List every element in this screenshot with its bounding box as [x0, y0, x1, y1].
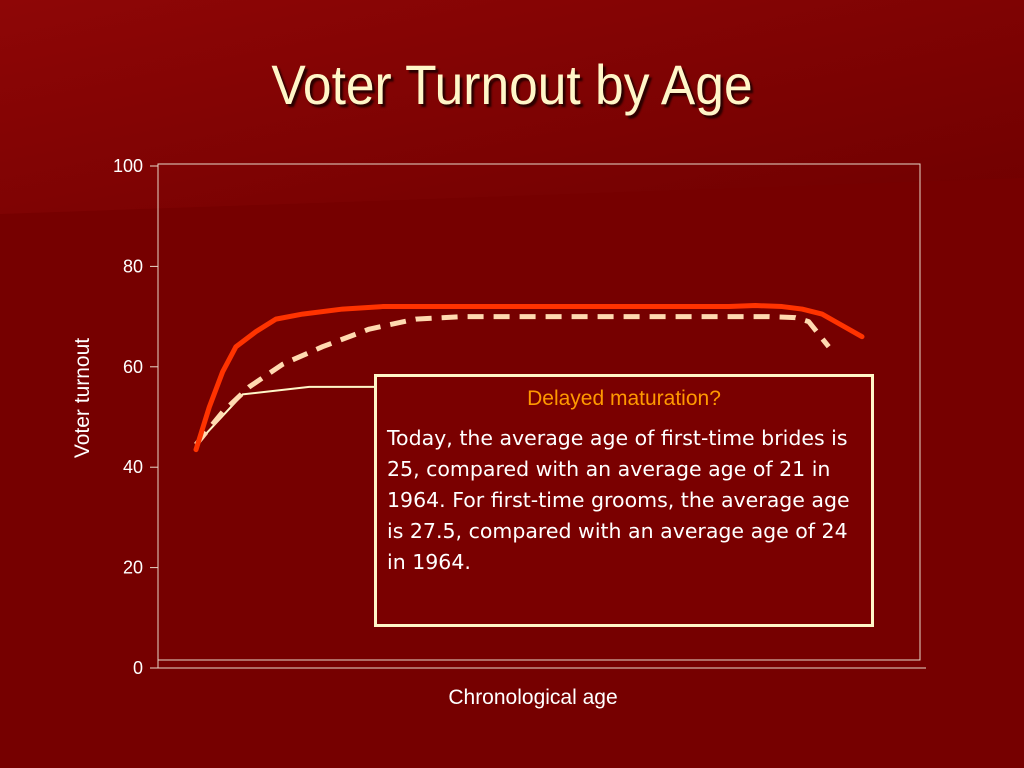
series-line-thin [195, 385, 377, 446]
x-axis-title: Chronological age [448, 686, 617, 709]
header-band [0, 0, 1024, 214]
slide-title: Voter Turnout by Age [271, 53, 753, 116]
annotation-heading: Delayed maturation? [527, 387, 721, 410]
y-tick-label: 40 [123, 457, 143, 477]
series-line-solid [193, 303, 865, 453]
y-tick-label: 80 [123, 256, 143, 276]
annotation-body: Today, the average age of first-time bri… [387, 426, 850, 574]
series-line-dashed [194, 314, 831, 447]
annotation-box: Delayed maturation? Today, the average a… [374, 374, 874, 627]
y-tick-label: 0 [133, 658, 143, 678]
y-tick-label: 20 [123, 558, 143, 578]
y-axis-title: Voter turnout [71, 338, 94, 458]
y-tick-label: 100 [113, 156, 143, 176]
y-tick-label: 60 [123, 357, 143, 377]
